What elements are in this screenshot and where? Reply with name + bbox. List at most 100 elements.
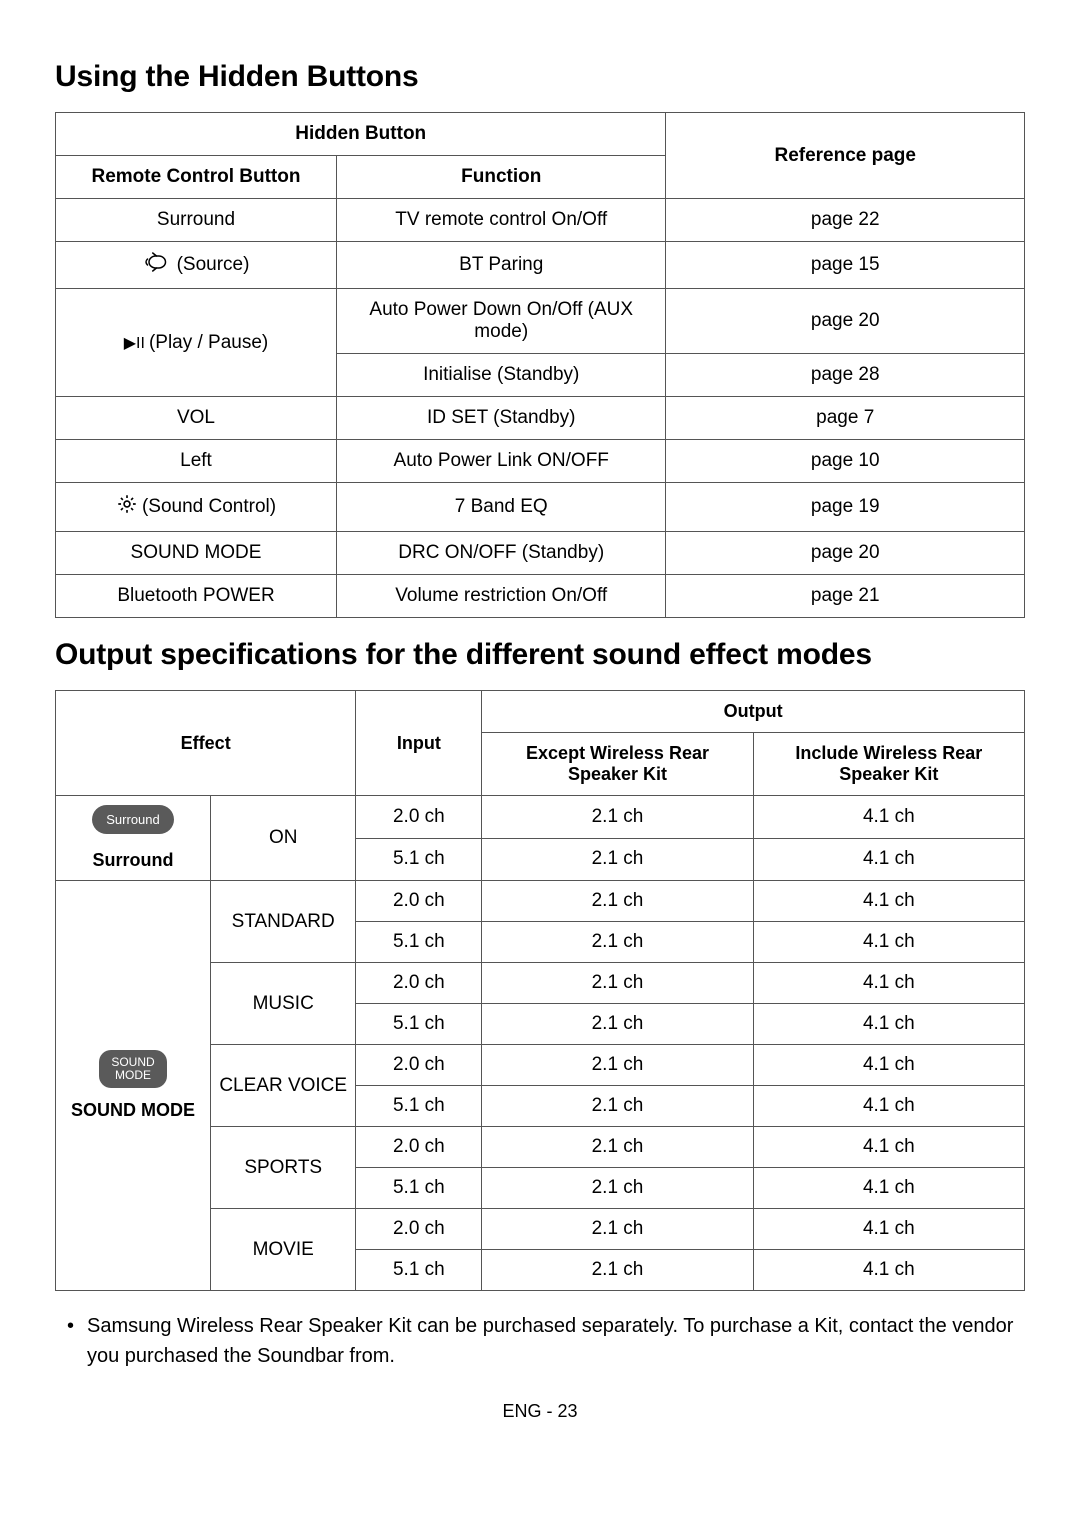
- th-output: Output: [482, 691, 1025, 733]
- cell-function: Initialise (Standby): [337, 354, 666, 397]
- cell-input: 5.1 ch: [356, 1250, 482, 1291]
- cell-out-ex: 2.1 ch: [482, 1168, 753, 1209]
- cell-input: 5.1 ch: [356, 922, 482, 963]
- cell-button-text: (Play / Pause): [149, 332, 268, 354]
- cell-function: BT Paring: [337, 242, 666, 289]
- th-reference-page: Reference page: [666, 113, 1025, 199]
- table-row: (Sound Control) 7 Band EQ page 19: [56, 483, 1025, 532]
- cell-out-ex: 2.1 ch: [482, 796, 753, 839]
- cell-button: Left: [56, 440, 337, 483]
- cell-ref: page 19: [666, 483, 1025, 532]
- table-row: Surround TV remote control On/Off page 2…: [56, 199, 1025, 242]
- cell-input: 2.0 ch: [356, 881, 482, 922]
- table-row: SOUND MODE DRC ON/OFF (Standby) page 20: [56, 532, 1025, 575]
- th-input: Input: [356, 691, 482, 796]
- cell-sub: MUSIC: [211, 963, 356, 1045]
- cell-function: TV remote control On/Off: [337, 199, 666, 242]
- cell-out-in: 4.1 ch: [753, 796, 1024, 839]
- cell-ref: page 7: [666, 397, 1025, 440]
- cell-ref: page 28: [666, 354, 1025, 397]
- cell-input: 2.0 ch: [356, 1209, 482, 1250]
- cell-sub: ON: [211, 796, 356, 881]
- cell-input: 2.0 ch: [356, 1045, 482, 1086]
- cell-out-ex: 2.1 ch: [482, 1209, 753, 1250]
- cell-out-in: 4.1 ch: [753, 963, 1024, 1004]
- cell-out-ex: 2.1 ch: [482, 922, 753, 963]
- cell-sub: SPORTS: [211, 1127, 356, 1209]
- cell-out-ex: 2.1 ch: [482, 1004, 753, 1045]
- cell-button: VOL: [56, 397, 337, 440]
- th-function: Function: [337, 156, 666, 199]
- cell-function: 7 Band EQ: [337, 483, 666, 532]
- table-row: (Source) BT Paring page 15: [56, 242, 1025, 289]
- cell-ref: page 20: [666, 532, 1025, 575]
- cell-input: 5.1 ch: [356, 838, 482, 881]
- table-row: Bluetooth POWER Volume restriction On/Of…: [56, 575, 1025, 618]
- cell-out-in: 4.1 ch: [753, 1045, 1024, 1086]
- cell-sub: STANDARD: [211, 881, 356, 963]
- cell-out-ex: 2.1 ch: [482, 1250, 753, 1291]
- cell-out-in: 4.1 ch: [753, 922, 1024, 963]
- cell-ref: page 20: [666, 289, 1025, 354]
- cell-button-text: (Sound Control): [142, 496, 276, 518]
- note-text: Samsung Wireless Rear Speaker Kit can be…: [87, 1311, 1025, 1371]
- table-hidden-buttons: Hidden Button Reference page Remote Cont…: [55, 112, 1025, 618]
- cell-input: 5.1 ch: [356, 1004, 482, 1045]
- cell-sub: MOVIE: [211, 1209, 356, 1291]
- surround-label: Surround: [93, 850, 174, 871]
- cell-button: (Sound Control): [56, 483, 337, 532]
- table-row: Surround Surround ON 2.0 ch 2.1 ch 4.1 c…: [56, 796, 1025, 839]
- cell-out-in: 4.1 ch: [753, 838, 1024, 881]
- cell-function: DRC ON/OFF (Standby): [337, 532, 666, 575]
- soundmode-label: SOUND MODE: [71, 1100, 195, 1121]
- cell-effect: Surround Surround: [56, 796, 211, 881]
- th-include: Include Wireless Rear Speaker Kit: [753, 733, 1024, 796]
- cell-button: (Source): [56, 242, 337, 289]
- cell-function: Auto Power Down On/Off (AUX mode): [337, 289, 666, 354]
- cell-out-in: 4.1 ch: [753, 1127, 1024, 1168]
- cell-out-in: 4.1 ch: [753, 1086, 1024, 1127]
- cell-input: 5.1 ch: [356, 1168, 482, 1209]
- cell-button: Bluetooth POWER: [56, 575, 337, 618]
- cell-button: Surround: [56, 199, 337, 242]
- cell-function: ID SET (Standby): [337, 397, 666, 440]
- gear-icon: [116, 493, 138, 521]
- table-row: VOL ID SET (Standby) page 7: [56, 397, 1025, 440]
- cell-out-in: 4.1 ch: [753, 1004, 1024, 1045]
- th-except: Except Wireless Rear Speaker Kit: [482, 733, 753, 796]
- cell-ref: page 10: [666, 440, 1025, 483]
- table-row: SOUNDMODE SOUND MODE STANDARD 2.0 ch 2.1…: [56, 881, 1025, 922]
- cell-sub: CLEAR VOICE: [211, 1045, 356, 1127]
- cell-out-in: 4.1 ch: [753, 881, 1024, 922]
- cell-out-in: 4.1 ch: [753, 1250, 1024, 1291]
- cell-input: 5.1 ch: [356, 1086, 482, 1127]
- cell-ref: page 15: [666, 242, 1025, 289]
- cell-out-ex: 2.1 ch: [482, 1127, 753, 1168]
- cell-effect: SOUNDMODE SOUND MODE: [56, 881, 211, 1291]
- play-pause-icon: ▶II: [124, 333, 145, 353]
- source-icon: [143, 252, 173, 278]
- cell-out-ex: 2.1 ch: [482, 881, 753, 922]
- cell-out-in: 4.1 ch: [753, 1168, 1024, 1209]
- soundmode-badge-icon: SOUNDMODE: [99, 1050, 166, 1088]
- cell-out-ex: 2.1 ch: [482, 1086, 753, 1127]
- th-effect: Effect: [56, 691, 356, 796]
- cell-ref: page 21: [666, 575, 1025, 618]
- cell-button-text: (Source): [177, 254, 250, 276]
- cell-out-in: 4.1 ch: [753, 1209, 1024, 1250]
- th-hidden-button: Hidden Button: [56, 113, 666, 156]
- table-output-specs: Effect Input Output Except Wireless Rear…: [55, 690, 1025, 1291]
- cell-out-ex: 2.1 ch: [482, 1045, 753, 1086]
- cell-out-ex: 2.1 ch: [482, 838, 753, 881]
- table-row: ▶II (Play / Pause) Auto Power Down On/Of…: [56, 289, 1025, 354]
- cell-function: Auto Power Link ON/OFF: [337, 440, 666, 483]
- heading-output-specs: Output specifications for the different …: [55, 638, 1025, 672]
- th-remote-button: Remote Control Button: [56, 156, 337, 199]
- heading-hidden-buttons: Using the Hidden Buttons: [55, 60, 1025, 94]
- cell-button: SOUND MODE: [56, 532, 337, 575]
- cell-out-ex: 2.1 ch: [482, 963, 753, 1004]
- cell-input: 2.0 ch: [356, 963, 482, 1004]
- cell-ref: page 22: [666, 199, 1025, 242]
- page-footer: ENG - 23: [55, 1401, 1025, 1422]
- cell-input: 2.0 ch: [356, 796, 482, 839]
